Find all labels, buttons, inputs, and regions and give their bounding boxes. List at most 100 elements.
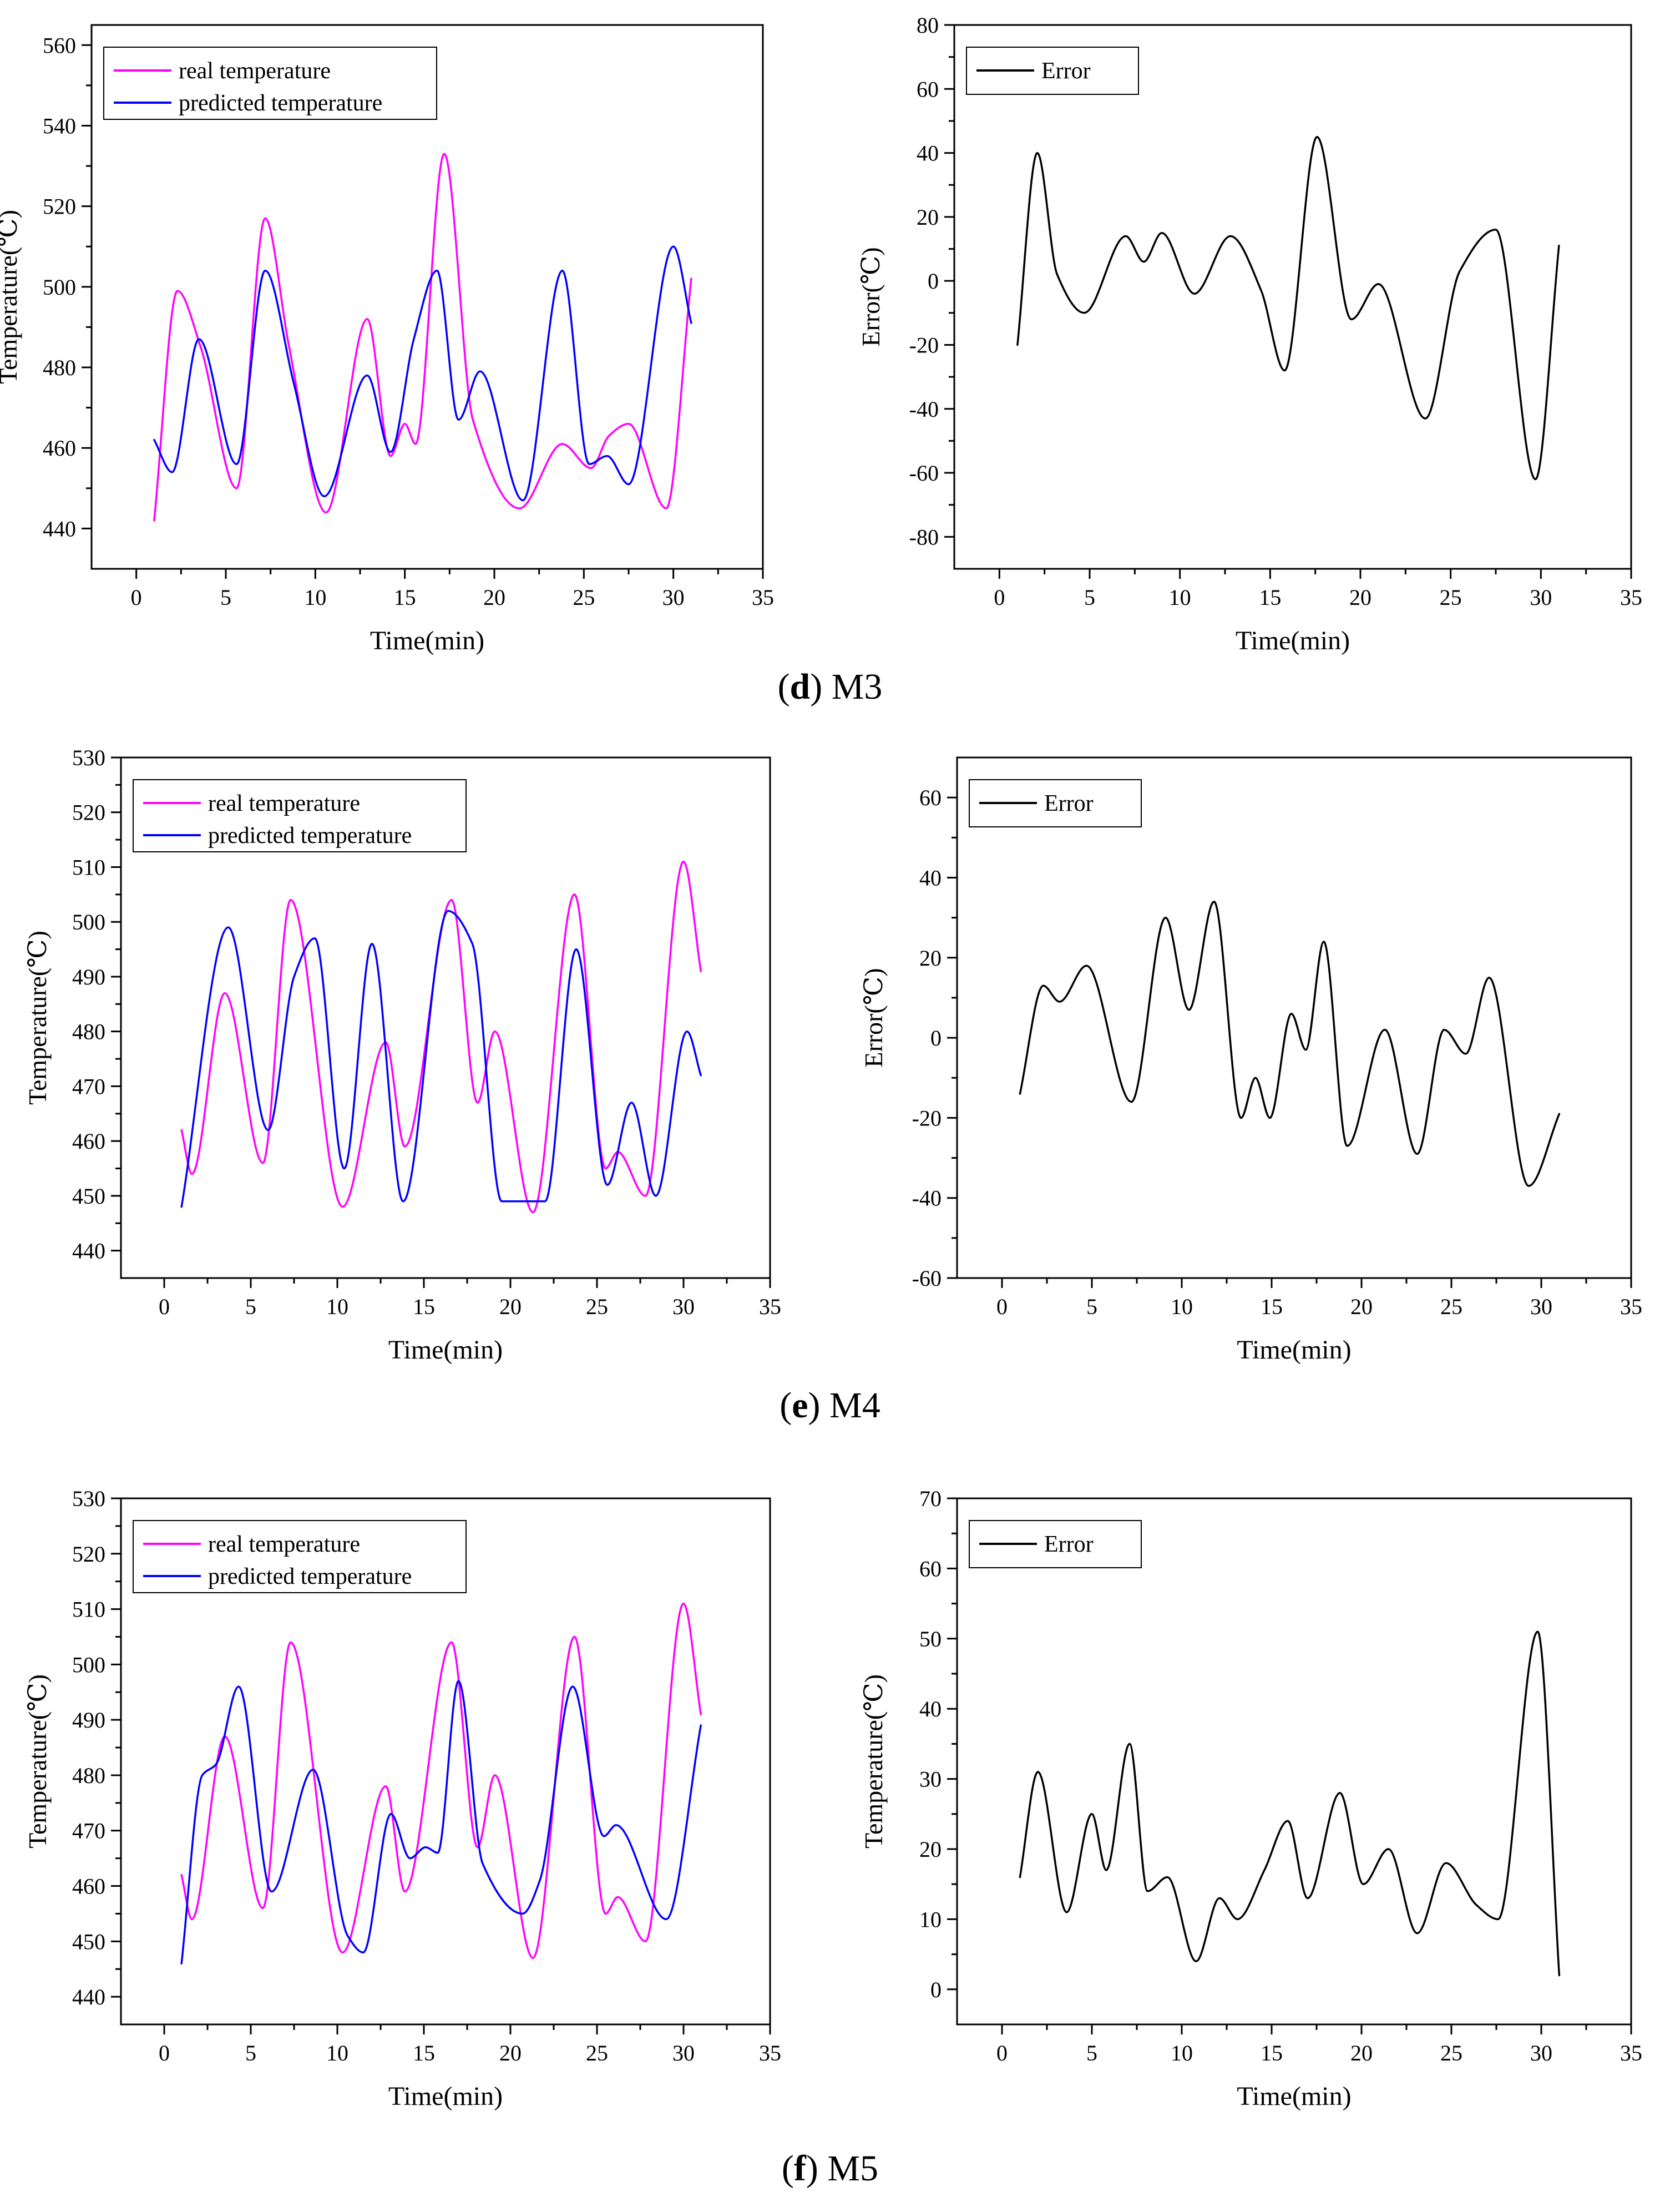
y-tick-label: 10 [919, 1907, 942, 1932]
plot-frame [120, 756, 771, 1279]
x-tick-label: 10 [326, 2041, 348, 2065]
x-tick-label: 30 [672, 1294, 695, 1319]
y-tick-label: 50 [919, 1627, 942, 1652]
x-axis-label: Time(min) [1236, 626, 1350, 655]
y-tick-label: -40 [909, 397, 939, 422]
y-tick-label: 450 [72, 1184, 105, 1209]
x-tick-label: 0 [131, 585, 142, 610]
y-axis-label: Error(℃) [857, 247, 885, 346]
x-tick-label: 20 [483, 585, 505, 610]
y-tick-label: 20 [917, 205, 939, 230]
x-tick-label: 0 [159, 1294, 170, 1319]
y-tick-label: 60 [919, 1556, 942, 1581]
x-tick-label: 10 [1169, 585, 1191, 610]
y-tick-label: -20 [909, 332, 939, 357]
y-tick-label: 0 [930, 1977, 942, 2002]
series-line-predicted-temperature [153, 245, 692, 502]
x-tick-label: 25 [586, 1294, 608, 1319]
x-axis-label: Time(min) [370, 626, 484, 655]
series-line-real-temperature [153, 153, 692, 522]
x-tick-label: 30 [672, 2041, 695, 2065]
x-tick-label: 5 [1086, 1294, 1097, 1319]
y-tick-label: 510 [72, 1597, 105, 1622]
y-tick-label: 40 [919, 865, 942, 890]
x-tick-label: 5 [1086, 2041, 1097, 2065]
y-tick-label: -60 [909, 461, 939, 486]
x-tick-label: 15 [1261, 2041, 1283, 2065]
y-tick-label: 440 [72, 1984, 105, 2009]
y-tick-label: 0 [930, 1026, 942, 1051]
y-tick-label: 450 [72, 1929, 105, 1954]
y-tick-label: 480 [72, 1019, 105, 1044]
y-tick-label: 490 [72, 1708, 105, 1733]
y-tick-label: 70 [919, 1486, 942, 1511]
series-line-predicted-temperature [180, 910, 702, 1208]
x-tick-label: 20 [499, 1294, 522, 1319]
chart-e-left: 0 5 10 15 20 25 30 3544045046047048049050051052… [23, 745, 781, 1365]
legend-label: Error [1041, 58, 1091, 84]
y-tick-label: 480 [72, 1763, 105, 1788]
x-axis-label: Time(min) [388, 2082, 503, 2111]
y-tick-label: 0 [928, 269, 939, 294]
legend-box [103, 47, 437, 120]
series-line-error [1016, 136, 1560, 481]
plot-frame [120, 1497, 771, 2026]
y-tick-label: 460 [72, 1874, 105, 1899]
plot-frame [956, 1497, 1632, 2026]
x-tick-label: 15 [394, 585, 416, 610]
x-tick-label: 25 [586, 2041, 608, 2065]
y-tick-label: 520 [43, 194, 76, 219]
y-tick-label: 440 [43, 516, 76, 541]
x-tick-label: 5 [1084, 585, 1095, 610]
y-tick-label: 530 [72, 1486, 105, 1511]
chart-d-left: 0 5 10 15 20 25 30 35 440 460 480 500 520 540 560 Time(… [0, 24, 774, 655]
y-tick-label: -80 [909, 524, 939, 549]
x-axis-label: Time(min) [388, 1335, 503, 1365]
legend-label: real temperature [208, 791, 360, 816]
x-tick-label: 25 [1440, 1294, 1462, 1319]
x-tick-label: 15 [1259, 585, 1281, 610]
legend-label: real temperature [179, 58, 331, 84]
x-tick-label: 30 [1530, 585, 1552, 610]
y-tick-label: -40 [912, 1186, 942, 1211]
legend-label: Error [1044, 791, 1094, 816]
y-tick-label: 470 [72, 1074, 105, 1099]
x-tick-label: 35 [752, 585, 774, 610]
x-axis-label: Time(min) [1237, 1335, 1351, 1365]
y-tick-label: 40 [917, 141, 939, 166]
x-tick-label: 5 [245, 1294, 256, 1319]
chart-d-right: 0 5 10 15 20 25 30 35 -80 -60 -40 -20 0 20 40 60 80 Time(… [857, 13, 1642, 655]
x-tick-label: 25 [573, 585, 595, 610]
y-tick-label: 20 [919, 1837, 942, 1862]
y-tick-label: 440 [72, 1239, 105, 1264]
x-tick-label: 20 [1350, 2041, 1373, 2065]
x-tick-label: 10 [1171, 2041, 1193, 2065]
legend-label: predicted temperature [208, 823, 412, 849]
chart-e-right: 0 5 10 15 20 25 30 35 -60 -40 -20 0 20 40 60 Time(min) E… [859, 756, 1642, 1365]
legend-label: real temperature [208, 1532, 360, 1557]
x-tick-label: 35 [1620, 2041, 1642, 2065]
x-axis-label: Time(min) [1237, 2082, 1351, 2111]
caption-f: (f) M5 [781, 2148, 879, 2189]
x-tick-label: 20 [1349, 585, 1371, 610]
y-tick-label: 80 [917, 13, 939, 38]
x-tick-label: 30 [662, 585, 685, 610]
y-tick-label: 480 [43, 355, 76, 380]
y-tick-label: 460 [72, 1129, 105, 1154]
plot-frame [956, 756, 1632, 1279]
series-line-real-temperature [180, 1602, 702, 1960]
legend-box [133, 779, 467, 852]
x-tick-label: 10 [304, 585, 326, 610]
chart-f-left: 0 5 10 15 20 25 30 3544045046047048049050051052… [23, 1486, 781, 2111]
y-tick-label: 560 [43, 33, 76, 58]
y-tick-label: 500 [72, 910, 105, 935]
x-tick-label: 15 [413, 1294, 435, 1319]
caption-e: (e) M4 [780, 1385, 880, 1426]
y-axis-label: Temperature(℃) [859, 1674, 888, 1849]
x-tick-label: 35 [759, 1294, 781, 1319]
legend-label: predicted temperature [208, 1564, 412, 1589]
y-tick-label: 520 [72, 1542, 105, 1567]
y-tick-label: 40 [919, 1696, 942, 1721]
y-tick-label: -60 [912, 1266, 942, 1291]
